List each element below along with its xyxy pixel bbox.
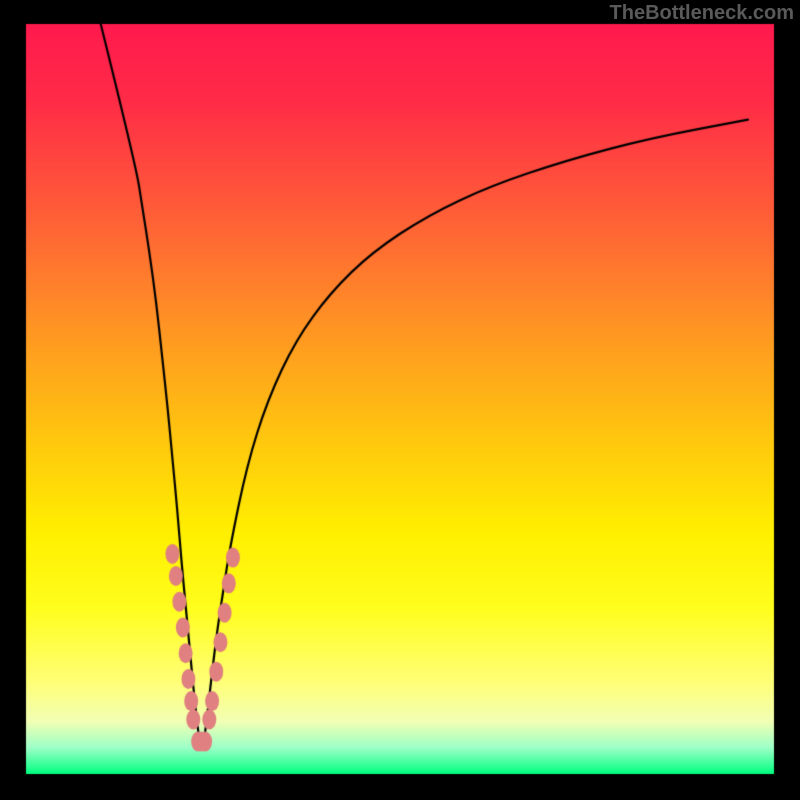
bottleneck-curve-chart <box>0 0 800 800</box>
chart-container: TheBottleneck.com <box>0 0 800 800</box>
